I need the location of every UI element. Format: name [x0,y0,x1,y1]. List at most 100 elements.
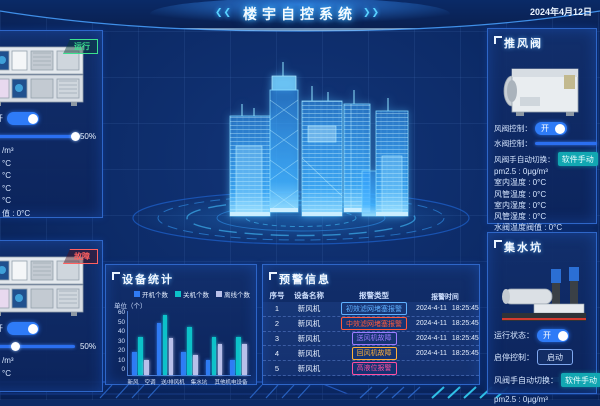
panel-title: 集水坑 [488,233,596,257]
stat-line: °C [2,158,11,168]
header-swoosh [0,0,600,32]
alert-type-badge: 中效滤网堵塞报警 [341,317,407,331]
legend-item: 关机个数 [175,289,209,299]
y-axis-ticks: 60 50 40 30 20 10 0 [112,309,127,373]
y-tick: 50 [117,318,125,326]
legend-item: 开机个数 [134,289,168,299]
column-header: 设备名称 [294,291,324,300]
table-row[interactable]: 4 新风机 回风机故障 2024-4-11 18:25:45 [263,346,479,362]
bottom-decoration [0,377,600,399]
panel-title: 推风阀 [488,29,596,53]
alert-no: 4 [274,348,280,358]
bar [144,360,149,375]
table-row[interactable]: 5 新风机 高液位报警 [263,361,479,376]
bar-group [156,314,174,375]
alert-no: 2 [274,319,280,329]
ahu-device-image [0,46,83,106]
top-header: 楼宇自控系统 ❮❮ ❯❯ 2024年4月12日 [0,0,600,34]
alert-device: 新风机 [297,348,321,358]
table-row[interactable]: 2 新风机 中效滤网堵塞报警 2024-4-11 18:25:45 [263,316,479,332]
damper-toggle[interactable]: 开 [534,122,567,135]
bar [138,336,143,375]
platform-rings [132,191,470,245]
bar [211,336,217,375]
stat-line: °C [2,171,11,181]
bar [230,360,235,375]
alert-device: 新风机 [297,333,321,343]
manual-switch-label: 风阀手自动切换： [494,154,555,164]
x-label: 集水坑 [191,380,208,386]
slider-value: 50% [79,132,96,141]
y-tick: 60 [117,309,125,316]
slider-value: 50% [79,342,96,351]
stat-lines: /m³ °C °C °C °C 值 : 0°C [0,145,102,221]
stat-line: 室内温度 : 0°C [494,178,547,188]
run-state-label: 运行状态： [494,331,534,340]
x-label: 其他机电设备 [214,380,248,386]
legend-swatch [175,291,181,297]
table-row[interactable]: 1 新风机 初效滤网堵塞报警 2024-4-11 18:25:45 [263,302,479,317]
switch-label: 开 [0,113,3,124]
column-header: 报警类型 [359,291,389,300]
wireframe-buildings [229,62,409,217]
alert-device: 新风机 [297,304,321,314]
alert-clock: 18:25:45 [451,349,479,357]
speed-slider[interactable] [0,342,75,351]
alert-no: 5 [274,363,280,373]
chevron-left-icon: ❮❮ [215,7,233,17]
alert-type-cell: 初效滤网堵塞报警 [332,302,416,316]
bar [181,352,186,375]
run-toggle[interactable]: 开 [537,329,569,342]
alert-device: 新风机 [297,319,321,329]
speed-slider[interactable] [0,132,80,141]
x-label: 空调 [144,380,156,386]
alert-time: 2024-4-11 18:25:45 [416,305,479,312]
startstop-label: 启停控制： [494,352,534,362]
manual-mode-button[interactable]: 软件手动 [561,373,600,387]
exhaust-valve-panel: 推风阀 风阀控制： 开 水阀控制： 风阀手自动切换： 软件手动 [487,28,598,232]
alert-type-cell: 高液位报警 [332,361,416,375]
alert-date: 2024-4-11 [416,305,447,313]
ahu-panel-fault: 故障 开 50% /m³°C [0,240,103,392]
manual-switch-label: 风阀手自动切换： [494,375,558,385]
bar-group [181,326,198,375]
x-label: 新风 [127,380,139,386]
page-title: 楼宇自控系统 [243,6,357,22]
manual-mode-button[interactable]: 软件手动 [557,152,598,166]
stat-lines: pm2.5 : 0μg/m³ 室内温度 : 0°C 风管温度 : 0°C 室内湿度 :… [494,166,596,234]
alert-type-cell: 送风机故障 [332,331,416,345]
alert-time: 2024-4-11 18:25:45 [416,320,479,327]
stat-line: 室内湿度 : 0°C [494,200,547,210]
alert-type-badge: 初效滤网堵塞报警 [341,302,407,316]
y-tick: 30 [117,337,125,345]
stat-line: 水阀温度阀值 : 0°C [494,223,563,233]
x-axis-labels: 新风 空调 送/排风机 集水坑 其他机电设备 [125,377,251,386]
bar [168,337,174,375]
stat-line: /m³ [2,146,14,155]
column-header: 序号 [269,291,285,300]
bar [236,336,241,375]
sump-pit-panel: 集水坑 运行状态： 开 启停控制： 启动 风阀手自动切换： 软件手 [487,232,600,404]
legend-swatch [216,291,222,297]
water-valve-label: 水阀控制： [494,139,532,148]
y-tick: 0 [121,366,125,373]
table-row[interactable]: 3 新风机 送风机故障 2024-4-11 18:25:45 [263,331,479,347]
power-toggle[interactable] [7,112,39,125]
alert-clock: 18:25:45 [451,334,479,342]
panel-title: 设备统计 [106,265,256,289]
water-valve-slider[interactable] [534,142,597,145]
alert-type-badge: 送风机故障 [351,331,397,345]
switch-label: 开 [0,323,3,334]
legend-label: 开机个数 [142,292,168,299]
status-badge: 运行 [63,39,98,54]
ahu-panel-running: 运行 开 50% /m³°C° [0,30,103,218]
panel-title: 预警信息 [263,265,479,289]
start-button[interactable]: 启动 [537,349,573,365]
alert-date: 2024-4-11 [416,320,447,328]
bar [217,343,223,375]
pump-set-image [502,267,586,321]
alert-no: 3 [274,333,280,343]
power-toggle[interactable] [7,322,39,335]
stat-line: °C [2,196,11,206]
bar-group [132,336,149,375]
